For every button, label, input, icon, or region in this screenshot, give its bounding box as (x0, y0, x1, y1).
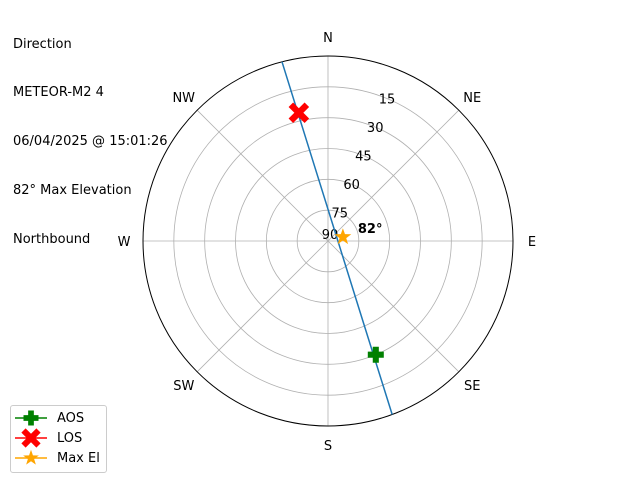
legend: AOS LOS Max El (10, 405, 107, 473)
x-marker-icon (288, 102, 310, 123)
direction-label-se: SE (464, 379, 480, 394)
plus-marker-icon (367, 346, 384, 363)
aos-legend-marker (15, 410, 47, 426)
radial-tick-label: 45 (355, 150, 372, 165)
legend-label: LOS (57, 430, 83, 446)
title-line: Direction (13, 36, 72, 52)
legend-label: AOS (57, 410, 85, 426)
max-elevation-annotation: 82° (358, 222, 383, 237)
max-el-legend-marker (15, 449, 47, 465)
title-line: METEOR-M2 4 (13, 85, 104, 101)
x-marker-icon (21, 428, 41, 448)
radial-tick-label: 60 (343, 178, 360, 193)
title-line: 06/04/2025 @ 15:01:26 (13, 134, 168, 150)
legend-item-max-el: Max El (11, 448, 100, 468)
title-line: 82° Max Elevation (13, 183, 132, 199)
direction-label-n: N (323, 31, 333, 46)
direction-label-sw: SW (173, 379, 194, 394)
grid-spoke (196, 240, 329, 373)
direction-label-s: S (324, 439, 332, 454)
outer-frame (142, 55, 514, 427)
plus-marker-icon (23, 410, 39, 426)
legend-item-aos: AOS (11, 408, 84, 428)
radial-tick-label: 15 (379, 93, 396, 108)
grid-spoke (196, 109, 329, 242)
legend-label: Max El (57, 450, 100, 466)
star-marker-icon (23, 449, 39, 465)
title-line: Northbound (13, 232, 91, 248)
radial-tick-label: 75 (332, 207, 349, 222)
los-legend-marker (15, 428, 47, 448)
chart-title: Direction METEOR-M2 4 06/04/2025 @ 15:01… (13, 4, 168, 281)
grid-spoke (327, 109, 460, 242)
grid-spoke (327, 240, 460, 373)
direction-label-nw: NW (172, 91, 195, 106)
legend-item-los: LOS (11, 428, 82, 448)
radial-tick-label: 30 (367, 121, 384, 136)
direction-label-w: W (118, 235, 131, 250)
direction-label-e: E (528, 235, 536, 250)
radial-tick-label: 90 (322, 228, 339, 243)
direction-label-ne: NE (463, 91, 481, 106)
star-marker-icon (334, 228, 352, 245)
